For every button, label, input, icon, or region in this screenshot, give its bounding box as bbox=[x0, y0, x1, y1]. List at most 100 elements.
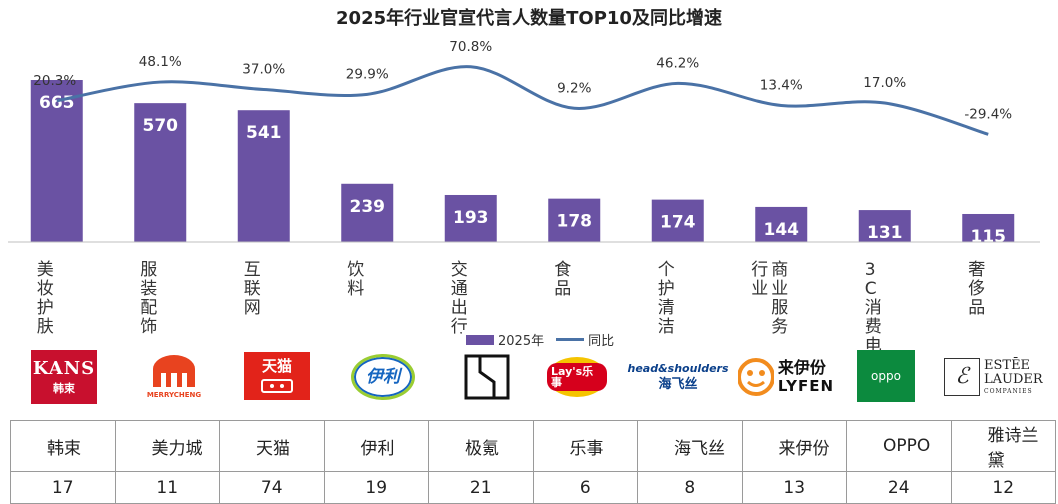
chart-canvas: 665 570 541 239 193 178 174 144 131 115 20.3% 48.1… bbox=[8, 39, 1040, 375]
bar-value-label: 665 bbox=[39, 93, 75, 113]
count-cell: 19 bbox=[323, 471, 429, 504]
yoy-value-label: 37.0% bbox=[242, 62, 285, 78]
brand-cell: 海飞丝 bbox=[637, 420, 743, 472]
estee-lauder-monogram-icon: ℰ bbox=[944, 358, 980, 396]
category-label: 3 bbox=[865, 260, 876, 280]
count-cell: 6 bbox=[532, 471, 638, 504]
category-label: 行 bbox=[751, 260, 768, 280]
category-label: 服 bbox=[771, 298, 788, 318]
brand-cell: 伊利 bbox=[323, 420, 429, 472]
count-cell: 11 bbox=[114, 471, 220, 504]
bar bbox=[755, 206, 808, 242]
category-label: 洁 bbox=[658, 317, 675, 337]
category-label: 个 bbox=[658, 260, 675, 280]
category-label: 清 bbox=[658, 298, 675, 318]
category-label: 商 bbox=[771, 260, 788, 280]
yoy-value-label: 9.2% bbox=[557, 80, 591, 96]
brand-cell: 美力城 bbox=[114, 420, 220, 472]
brand-cell: 天猫 bbox=[219, 420, 325, 472]
bar-value-label: 193 bbox=[453, 208, 489, 228]
legend-bar-label: 2025年 bbox=[498, 334, 545, 349]
count-cell: 74 bbox=[219, 471, 325, 504]
brand-count-row: 17 11 74 19 21 6 8 13 24 12 bbox=[10, 471, 1056, 504]
category-label: 通 bbox=[451, 279, 468, 299]
category-label: 饮 bbox=[347, 260, 364, 280]
legend-line-label: 同比 bbox=[588, 334, 615, 349]
category-label: 护 bbox=[658, 279, 675, 299]
yoy-value-label: 29.9% bbox=[346, 66, 389, 82]
category-label: 肤 bbox=[37, 317, 54, 337]
brand-cell: 乐事 bbox=[532, 420, 638, 472]
category-label: 侈 bbox=[968, 279, 985, 299]
count-cell: 24 bbox=[846, 471, 952, 504]
count-cell: 17 bbox=[10, 471, 116, 504]
category-label: 美 bbox=[37, 260, 54, 280]
category-label: 配 bbox=[140, 298, 157, 318]
legend-bar-swatch bbox=[466, 334, 494, 345]
chart-title: 2025年行业官宣代言人数量TOP10及同比增速 bbox=[336, 8, 722, 29]
bar bbox=[858, 210, 911, 242]
estee-lauder-logo: ℰ ESTĒE LAUDER COMPANIES bbox=[942, 350, 1056, 404]
lyfen-face-icon bbox=[737, 358, 774, 396]
category-label: 饰 bbox=[140, 317, 157, 337]
count-cell: 8 bbox=[637, 471, 743, 504]
merrycheng-logo: MERRYCHENG bbox=[141, 350, 207, 404]
bar bbox=[548, 198, 601, 242]
lyfen-logo: 来伊份 LYFEN bbox=[734, 350, 838, 404]
lays-logo: Lay's乐事 bbox=[544, 350, 610, 404]
yoy-value-label: 17.0% bbox=[863, 75, 906, 91]
category-label: 妆 bbox=[37, 279, 54, 299]
category-label: 联 bbox=[244, 279, 261, 299]
bar bbox=[237, 110, 290, 242]
yoy-value-label: 13.4% bbox=[760, 77, 803, 93]
yoy-value-label: 48.1% bbox=[139, 54, 182, 70]
category-label: 网 bbox=[244, 298, 261, 318]
bar-value-label: 239 bbox=[350, 197, 386, 217]
oppo-logo: oppo bbox=[857, 350, 915, 402]
count-cell: 12 bbox=[950, 471, 1056, 504]
legend: 2025年 同比 bbox=[462, 330, 619, 349]
bar-value-label: 570 bbox=[143, 116, 179, 136]
bar-value-label: 541 bbox=[246, 123, 282, 143]
legend-line-swatch bbox=[556, 338, 585, 341]
bar bbox=[134, 103, 187, 242]
category-label: 食 bbox=[554, 260, 571, 280]
yoy-value-label: 20.3% bbox=[33, 73, 76, 89]
category-label: 料 bbox=[347, 279, 364, 299]
category-label: 交 bbox=[451, 260, 468, 280]
bar bbox=[444, 194, 497, 242]
bar bbox=[962, 213, 1015, 242]
bar-value-label: 131 bbox=[867, 223, 903, 243]
yoy-value-label: 46.2% bbox=[656, 55, 699, 71]
kans-logo: KANS 韩束 bbox=[31, 350, 97, 404]
category-label: 业 bbox=[751, 279, 768, 299]
zeekr-icon bbox=[464, 354, 510, 400]
bar-value-label: 174 bbox=[660, 213, 696, 233]
brand-cell: 来伊份 bbox=[741, 420, 847, 472]
category-label: 品 bbox=[554, 279, 571, 299]
brand-cell: 韩束 bbox=[10, 420, 116, 472]
bar-value-label: 115 bbox=[971, 227, 1007, 247]
brand-table: 韩束 美力城 天猫 伊利 极氪 乐事 海飞丝 来伊份 OPPO 雅诗兰黛 17 … bbox=[10, 420, 1056, 504]
category-label: 互 bbox=[244, 260, 261, 280]
yoy-value-label: 70.8% bbox=[449, 39, 492, 55]
category-label: 消 bbox=[865, 298, 882, 318]
category-label: 品 bbox=[968, 298, 985, 318]
category-label: 务 bbox=[771, 317, 788, 337]
count-cell: 13 bbox=[741, 471, 847, 504]
merrycheng-icon bbox=[153, 355, 195, 387]
category-label: 护 bbox=[37, 298, 54, 318]
category-label: 业 bbox=[771, 279, 788, 299]
brand-name-row: 韩束 美力城 天猫 伊利 极氪 乐事 海飞丝 来伊份 OPPO 雅诗兰黛 bbox=[10, 420, 1056, 472]
jiyue-logo bbox=[454, 350, 520, 404]
yoy-growth-line bbox=[56, 65, 989, 136]
brand-cell: OPPO bbox=[846, 420, 952, 472]
bar bbox=[30, 80, 83, 242]
bar-value-label: 144 bbox=[764, 220, 800, 240]
tmall-logo: 天猫 bbox=[244, 352, 310, 400]
bar bbox=[341, 183, 394, 242]
bar-value-label: 178 bbox=[557, 212, 593, 232]
category-label: C bbox=[865, 279, 877, 299]
brand-cell: 雅诗兰黛 bbox=[950, 420, 1056, 472]
yoy-value-label: -29.4% bbox=[964, 106, 1012, 122]
